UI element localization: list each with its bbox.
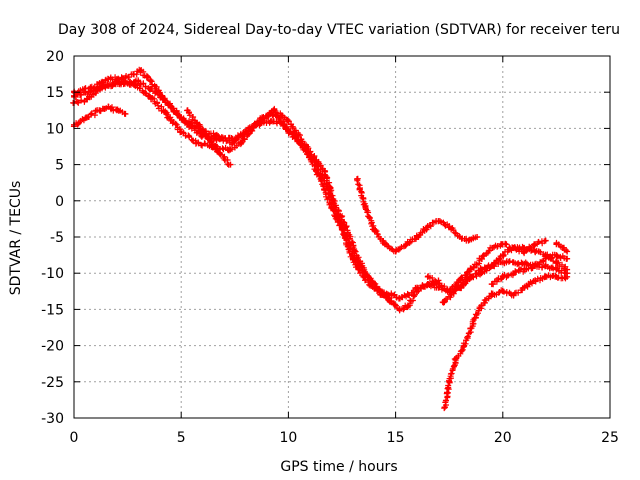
y-tick-label: -10	[41, 266, 64, 282]
y-tick-label: 0	[55, 194, 64, 210]
x-tick-label: 10	[279, 430, 297, 446]
y-tick-label: 20	[46, 49, 64, 65]
y-tick-label: -20	[41, 339, 64, 355]
y-tick-label: 10	[46, 121, 64, 137]
y-tick-label: -30	[41, 411, 64, 427]
y-tick-label: 5	[55, 158, 64, 174]
x-tick-label: 25	[601, 430, 619, 446]
chart-title: Day 308 of 2024, Sidereal Day-to-day VTE…	[58, 22, 620, 38]
x-tick-label: 20	[494, 430, 512, 446]
y-tick-label: 15	[46, 85, 64, 101]
x-tick-label: 0	[70, 430, 79, 446]
y-tick-label: -5	[50, 230, 64, 246]
chart-svg: Day 308 of 2024, Sidereal Day-to-day VTE…	[0, 0, 640, 480]
y-tick-label: -25	[41, 375, 64, 391]
y-axis-label: SDTVAR / TECUs	[8, 181, 24, 296]
x-tick-label: 5	[177, 430, 186, 446]
x-tick-label: 15	[387, 430, 405, 446]
x-axis-label: GPS time / hours	[280, 459, 397, 475]
y-tick-label: -15	[41, 302, 64, 318]
